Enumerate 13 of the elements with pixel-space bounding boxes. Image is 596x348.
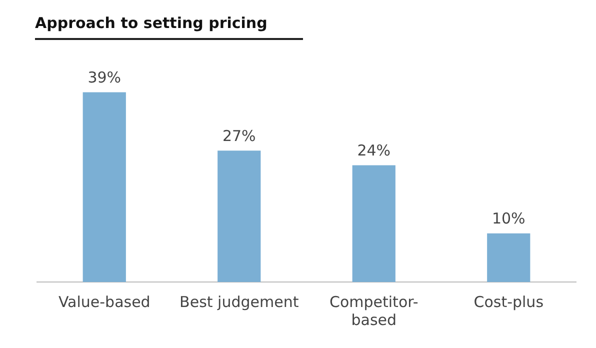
x-tick-label: Competitor-based xyxy=(330,292,418,329)
data-label: 24% xyxy=(357,142,391,160)
bar xyxy=(487,233,530,282)
data-label: 27% xyxy=(222,127,256,146)
bar xyxy=(352,165,396,282)
x-tick-label: Value-based xyxy=(58,292,150,311)
x-tick-label: Cost-plus xyxy=(474,292,544,311)
bar xyxy=(82,92,126,282)
chart-title: Approach to setting pricing xyxy=(35,14,303,40)
x-tick-label: Best judgement xyxy=(180,292,299,311)
data-label: 10% xyxy=(492,210,526,228)
bar xyxy=(218,150,261,282)
data-label: 39% xyxy=(88,68,122,87)
